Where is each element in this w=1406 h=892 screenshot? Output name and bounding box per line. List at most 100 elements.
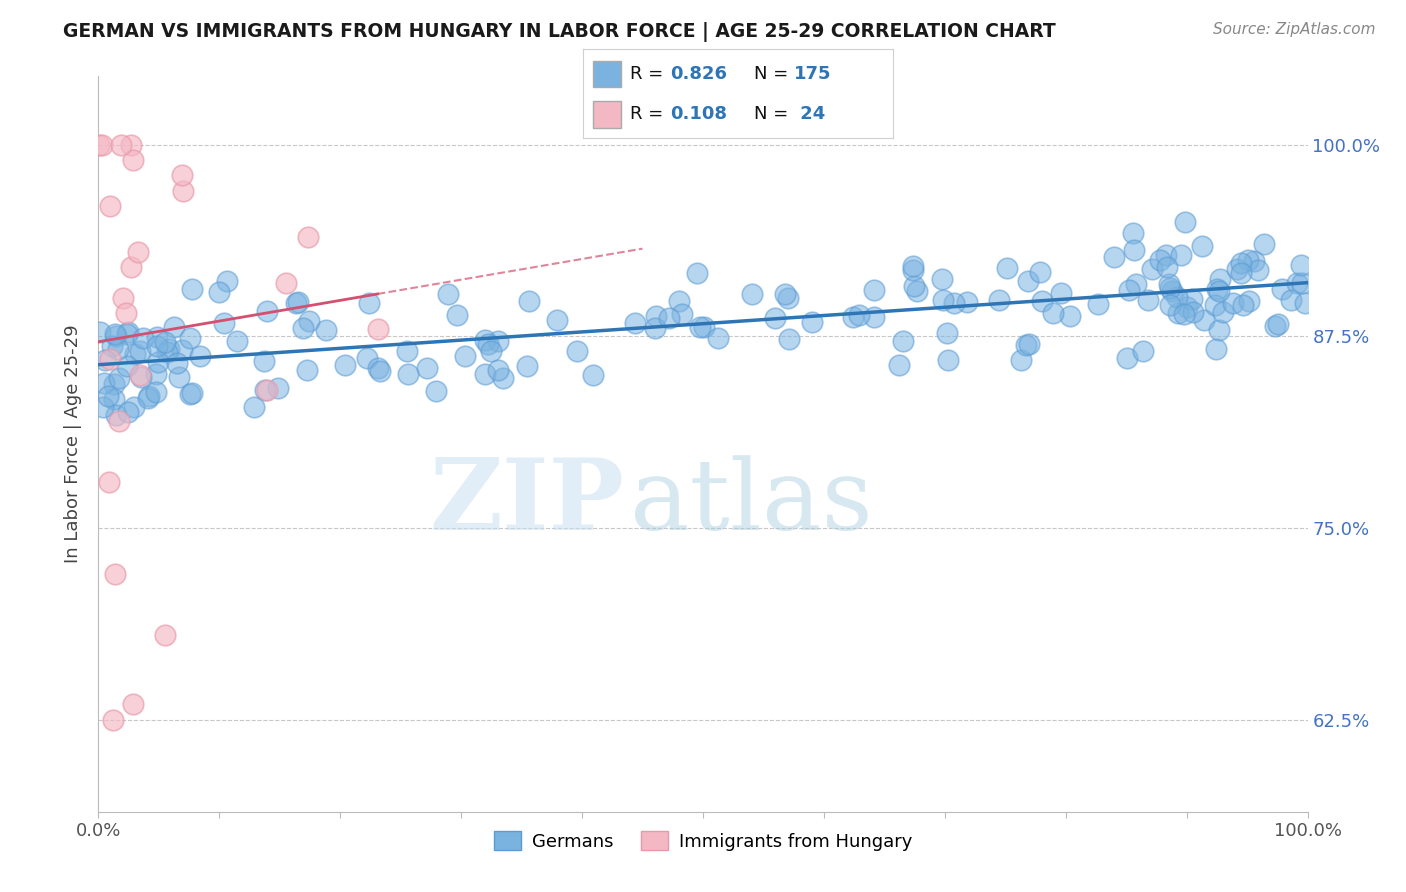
Point [479, 344, 502, 359]
Point [253, 353, 276, 368]
Point [107, 343, 129, 357]
Point [127, 245, 149, 260]
Point [93, 376, 115, 391]
Point [131, 331, 153, 345]
Point [153, 334, 176, 349]
Point [108, 414, 131, 428]
Text: R =: R = [630, 105, 669, 123]
Point [943, 295, 966, 310]
Point [167, 370, 190, 384]
Point [172, 343, 194, 358]
Point [1031, 294, 1053, 309]
Point [765, 311, 787, 326]
Point [146, 338, 169, 352]
Y-axis label: In Labor Force | Age 25-29: In Labor Force | Age 25-29 [65, 325, 83, 563]
Point [1289, 259, 1312, 273]
Point [90, 137, 112, 152]
Point [1243, 253, 1265, 268]
Point [1294, 296, 1316, 310]
Point [101, 713, 124, 727]
Point [1136, 293, 1159, 307]
Point [624, 316, 647, 330]
Point [995, 261, 1018, 276]
Point [1102, 250, 1125, 264]
Point [368, 364, 391, 378]
Point [658, 310, 681, 325]
Point [645, 309, 668, 323]
Text: N =: N = [754, 64, 793, 83]
Point [153, 628, 176, 642]
Point [256, 303, 278, 318]
Point [145, 367, 167, 381]
Point [936, 352, 959, 367]
Point [903, 263, 925, 277]
Point [122, 698, 145, 712]
Point [1271, 283, 1294, 297]
Point [706, 331, 728, 345]
Point [486, 362, 509, 376]
Point [1159, 298, 1181, 312]
Point [129, 344, 152, 359]
Point [284, 296, 307, 310]
Point [741, 286, 763, 301]
Point [157, 342, 180, 356]
Point [89, 325, 111, 339]
Bar [593, 101, 620, 128]
Point [1156, 260, 1178, 274]
Text: 0.108: 0.108 [671, 105, 727, 123]
Point [287, 294, 309, 309]
Point [101, 339, 124, 353]
Point [1247, 263, 1270, 277]
Point [1279, 293, 1302, 308]
Point [103, 376, 125, 391]
Point [120, 137, 142, 152]
Point [517, 294, 540, 309]
Point [801, 315, 824, 329]
Point [863, 283, 886, 297]
Point [1059, 309, 1081, 323]
Point [98, 352, 121, 367]
Point [243, 400, 266, 414]
Text: R =: R = [630, 64, 669, 83]
Point [1159, 277, 1181, 291]
Text: GERMAN VS IMMIGRANTS FROM HUNGARY IN LABOR FORCE | AGE 25-29 CORRELATION CHART: GERMAN VS IMMIGRANTS FROM HUNGARY IN LAB… [63, 22, 1056, 42]
Point [145, 330, 167, 344]
Point [172, 184, 194, 198]
Point [887, 358, 910, 372]
Text: N =: N = [754, 105, 793, 123]
Point [931, 272, 953, 286]
Point [1192, 313, 1215, 327]
Point [335, 358, 357, 372]
Point [117, 325, 139, 339]
Point [104, 326, 127, 341]
Point [104, 567, 127, 582]
Point [446, 308, 468, 322]
Point [416, 361, 439, 376]
Point [138, 389, 160, 403]
Bar [593, 61, 620, 87]
Point [172, 169, 194, 183]
Point [266, 381, 288, 395]
Point [903, 279, 925, 293]
Point [111, 291, 134, 305]
Point [1122, 227, 1144, 241]
Point [117, 405, 139, 419]
Point [1160, 284, 1182, 298]
Point [1208, 284, 1230, 298]
Point [1177, 301, 1199, 315]
Text: Source: ZipAtlas.com: Source: ZipAtlas.com [1212, 22, 1375, 37]
Point [105, 328, 128, 343]
Point [1226, 261, 1249, 276]
Point [516, 359, 538, 373]
Point [274, 276, 297, 290]
Point [115, 327, 138, 342]
Point [1156, 248, 1178, 262]
Point [1159, 281, 1181, 295]
Point [773, 287, 796, 301]
Point [671, 307, 693, 321]
Point [1010, 352, 1032, 367]
Point [315, 323, 337, 337]
Point [295, 363, 318, 377]
Point [1018, 336, 1040, 351]
Point [1087, 296, 1109, 310]
